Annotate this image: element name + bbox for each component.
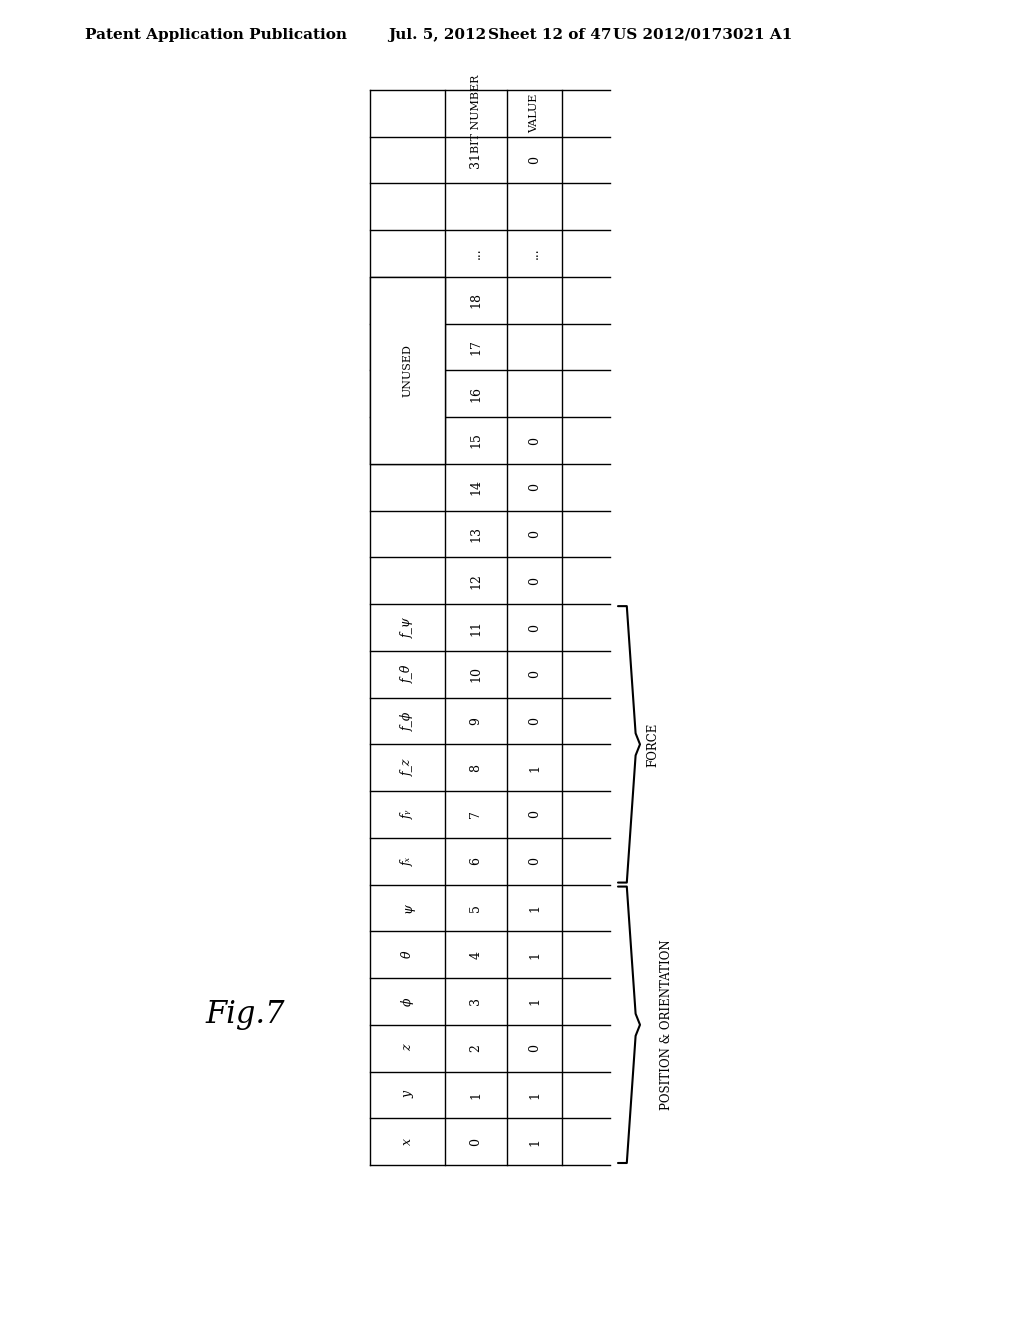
Text: 16: 16 [469,385,482,401]
Text: 0: 0 [528,577,541,585]
Text: x: x [401,1138,414,1146]
Text: 13: 13 [469,527,482,543]
Text: θ: θ [401,950,414,958]
Text: US 2012/0173021 A1: US 2012/0173021 A1 [613,28,793,42]
Text: f_θ: f_θ [401,665,414,684]
Text: POSITION & ORIENTATION: POSITION & ORIENTATION [659,940,673,1110]
Text: 1: 1 [528,1138,541,1146]
Text: 1: 1 [528,1090,541,1098]
Text: 0: 0 [528,1044,541,1052]
Text: 0: 0 [528,437,541,445]
Text: Jul. 5, 2012: Jul. 5, 2012 [388,28,486,42]
Text: 31: 31 [469,152,482,168]
Text: 15: 15 [469,433,482,449]
Text: Sheet 12 of 47: Sheet 12 of 47 [488,28,611,42]
Text: 1: 1 [469,1090,482,1098]
Bar [370,277,445,463]
Text: 4: 4 [469,950,482,958]
Text: 1: 1 [528,904,541,912]
Text: fᵧ: fᵧ [401,809,414,820]
Text: 0: 0 [469,1138,482,1146]
Text: 0: 0 [528,717,541,725]
Text: 0: 0 [528,483,541,491]
Text: 0: 0 [528,623,541,631]
Text: ...: ... [469,248,482,260]
Text: z: z [401,1045,414,1052]
Text: ψ: ψ [401,903,414,913]
Text: Fig.7: Fig.7 [205,999,285,1031]
Text: 8: 8 [469,764,482,772]
Text: UNUSED: UNUSED [402,345,413,397]
Text: y: y [401,1092,414,1098]
Text: 5: 5 [469,904,482,912]
Text: 1: 1 [528,950,541,958]
Text: 0: 0 [528,857,541,865]
Text: VALUE: VALUE [529,94,540,133]
Text: 18: 18 [469,292,482,309]
Text: BIT NUMBER: BIT NUMBER [471,74,481,153]
Text: 0: 0 [528,671,541,678]
Text: 3: 3 [469,998,482,1006]
Text: Patent Application Publication: Patent Application Publication [85,28,347,42]
Text: 0: 0 [528,810,541,818]
Text: 7: 7 [469,810,482,818]
Text: 17: 17 [469,339,482,355]
Text: f_z: f_z [401,759,414,776]
Text: 1: 1 [528,998,541,1006]
Text: f_ψ: f_ψ [401,618,414,638]
Text: 9: 9 [469,717,482,725]
Text: FORCE: FORCE [646,722,659,767]
Text: 1: 1 [528,764,541,772]
Text: 10: 10 [469,667,482,682]
Text: ...: ... [528,248,541,260]
Text: ϕ: ϕ [401,997,414,1006]
Text: 2: 2 [469,1044,482,1052]
Text: 14: 14 [469,479,482,495]
Text: 0: 0 [528,531,541,539]
Text: 0: 0 [528,156,541,164]
Text: 11: 11 [469,619,482,635]
Text: fₓ: fₓ [401,857,414,866]
Text: f_ϕ: f_ϕ [401,711,414,731]
Text: 6: 6 [469,857,482,865]
Text: 12: 12 [469,573,482,589]
